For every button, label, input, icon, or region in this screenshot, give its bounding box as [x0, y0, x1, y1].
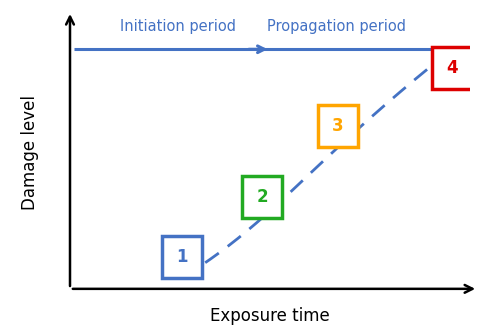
Text: 2: 2 [256, 188, 268, 206]
FancyBboxPatch shape [318, 105, 358, 147]
Text: 3: 3 [332, 117, 344, 135]
Text: Initiation period: Initiation period [120, 19, 236, 34]
Text: 1: 1 [176, 248, 188, 266]
FancyBboxPatch shape [162, 236, 202, 278]
Text: Propagation period: Propagation period [266, 19, 406, 34]
Text: Damage level: Damage level [21, 95, 39, 210]
Text: 4: 4 [446, 59, 458, 77]
FancyBboxPatch shape [432, 46, 472, 89]
FancyBboxPatch shape [242, 176, 282, 218]
Text: Exposure time: Exposure time [210, 307, 330, 325]
